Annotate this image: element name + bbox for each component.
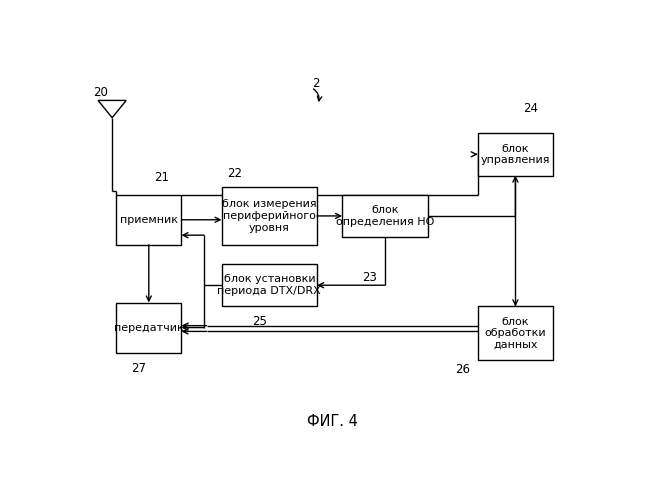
- Text: 21: 21: [154, 171, 169, 184]
- Text: передатчик: передатчик: [114, 322, 183, 332]
- Text: 27: 27: [132, 362, 146, 374]
- Text: 23: 23: [362, 271, 377, 284]
- Bar: [222, 187, 317, 245]
- Text: 25: 25: [252, 316, 267, 328]
- Text: блок установки
периода DTX/DRX: блок установки периода DTX/DRX: [218, 274, 321, 296]
- Bar: [116, 302, 181, 352]
- Text: 22: 22: [227, 167, 242, 180]
- Bar: [342, 194, 428, 237]
- Text: 20: 20: [93, 86, 108, 99]
- Text: ФИГ. 4: ФИГ. 4: [307, 414, 358, 430]
- Bar: [222, 264, 317, 306]
- Text: блок
управления: блок управления: [481, 144, 550, 165]
- Text: приемник: приемник: [120, 215, 178, 225]
- Bar: [478, 133, 553, 176]
- Text: блок
обработки
данных: блок обработки данных: [485, 317, 546, 350]
- Text: блок измерения
периферийного
уровня: блок измерения периферийного уровня: [222, 200, 317, 232]
- Text: 24: 24: [523, 102, 538, 114]
- Text: блок
определения НО: блок определения НО: [336, 205, 434, 227]
- Text: 2: 2: [312, 76, 319, 90]
- Bar: [116, 194, 181, 245]
- Bar: [478, 306, 553, 360]
- Text: 26: 26: [455, 364, 470, 376]
